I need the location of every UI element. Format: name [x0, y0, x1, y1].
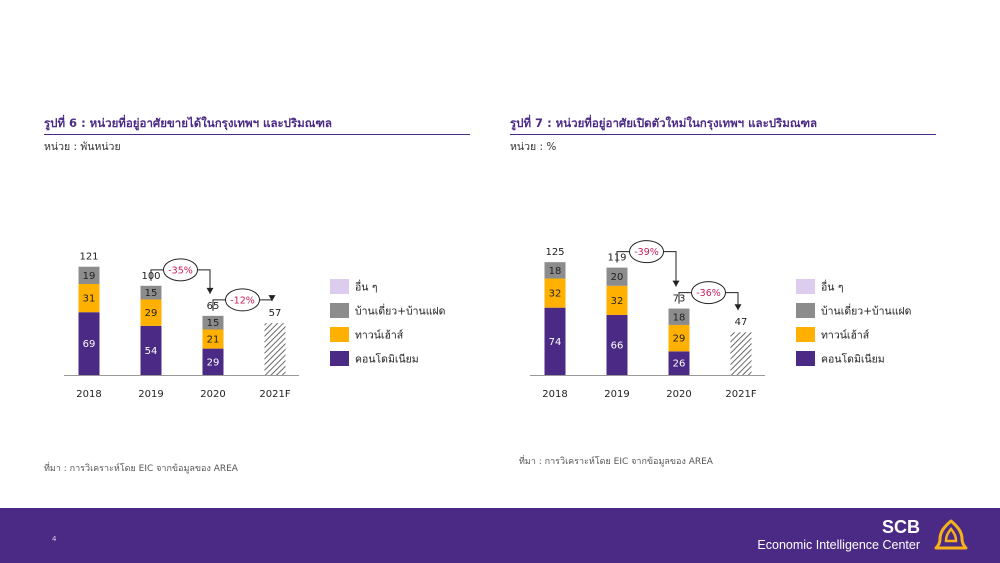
total-label: 121 — [79, 252, 98, 263]
bar-segment — [202, 329, 224, 349]
data-label: 18 — [549, 266, 562, 277]
brand-center: Economic Intelligence Center — [757, 538, 920, 552]
change-label: -39% — [634, 247, 659, 258]
legend-swatch — [330, 279, 349, 294]
bar-segment — [544, 307, 566, 375]
page-number: 4 — [52, 535, 57, 543]
bar-segment — [140, 325, 162, 375]
data-label: 29 — [207, 357, 220, 368]
legend-swatch — [330, 303, 349, 318]
change-badge — [629, 240, 664, 264]
data-label: 66 — [611, 340, 624, 351]
forecast-bar — [264, 323, 286, 375]
legend-label: ทาวน์เฮ้าส์ — [355, 329, 404, 342]
legend-swatch — [796, 327, 815, 342]
data-label: 15 — [207, 318, 220, 329]
chart-unit: หน่วย : พันหน่วย — [44, 141, 121, 153]
bar-segment — [140, 299, 162, 326]
legend-swatch — [330, 327, 349, 342]
bar-segment — [668, 351, 690, 375]
data-label: 15 — [145, 288, 158, 299]
chart-panel-1: รูปที่ 6 : หน่วยที่อยู่อาศัยขายได้ในกรุง… — [44, 115, 474, 475]
x-tick-label: 2018 — [76, 389, 101, 400]
legend-label: อื่น ๆ — [355, 280, 377, 294]
data-label: 29 — [145, 308, 158, 319]
legend-swatch — [330, 351, 349, 366]
source-note: ที่มา : การวิเคราะห์โดย EIC จากข้อมูลของ… — [44, 464, 238, 474]
change-badge — [225, 288, 260, 312]
bar-segment — [544, 262, 566, 279]
arrow-head — [206, 287, 214, 294]
data-label: 54 — [145, 346, 158, 357]
x-tick-label: 2019 — [138, 389, 163, 400]
legend-swatch — [796, 351, 815, 366]
bar-segment — [78, 266, 100, 284]
footer-bar: 4 SCB Economic Intelligence Center — [0, 508, 1000, 563]
bar-segment — [78, 312, 100, 375]
data-label: 32 — [611, 296, 624, 307]
bar-segment — [544, 278, 566, 308]
legend-label: อื่น ๆ — [821, 280, 843, 294]
x-tick-label: 2020 — [200, 389, 225, 400]
data-label: 20 — [611, 272, 624, 283]
brand-block: SCB Economic Intelligence Center — [757, 517, 920, 553]
total-label: 125 — [545, 247, 564, 258]
x-tick-label: 2020 — [666, 389, 691, 400]
chart-title: รูปที่ 6 : หน่วยที่อยู่อาศัยขายได้ในกรุง… — [44, 115, 470, 135]
brand-name: SCB — [881, 517, 920, 537]
x-tick-label: 2021F — [725, 389, 756, 400]
data-label: 32 — [549, 289, 562, 300]
data-label: 26 — [673, 359, 686, 370]
bar-segment — [668, 308, 690, 325]
data-label: 69 — [83, 339, 96, 350]
arrow-head — [268, 295, 276, 302]
change-label: -36% — [696, 288, 721, 299]
data-label: 29 — [673, 334, 686, 345]
bar-segment — [606, 314, 628, 375]
legend-label: คอนโดมิเนียม — [821, 353, 885, 366]
data-label: 74 — [549, 337, 562, 348]
arrow-head — [734, 304, 742, 311]
bar-segment — [202, 315, 224, 330]
legend-label: คอนโดมิเนียม — [355, 353, 419, 366]
forecast-bar — [730, 332, 752, 375]
legend-label: บ้านเดี่ยว+บ้านแฝด — [821, 304, 911, 318]
change-badge — [691, 281, 726, 305]
scb-logo-icon — [934, 519, 968, 550]
chart-title: รูปที่ 7 : หน่วยที่อยู่อาศัยเปิดตัวใหม่ใ… — [510, 115, 936, 135]
source-note: ที่มา : การวิเคราะห์โดย EIC จากข้อมูลของ… — [519, 457, 713, 467]
bar-segment — [606, 267, 628, 286]
x-tick-label: 2018 — [542, 389, 567, 400]
x-tick-label: 2019 — [604, 389, 629, 400]
total-label: 47 — [735, 317, 748, 328]
legend-label: บ้านเดี่ยว+บ้านแฝด — [355, 304, 445, 318]
stacked-bar-chart: 6931191212018542915100201929211565202057… — [64, 252, 445, 400]
data-label: 19 — [83, 271, 96, 282]
stacked-bar-chart: 7432181252018663220119201926291873202047… — [530, 240, 911, 400]
data-label: 31 — [83, 294, 96, 305]
change-badge — [163, 258, 198, 282]
legend-swatch — [796, 279, 815, 294]
total-label: 57 — [269, 308, 282, 319]
change-label: -12% — [230, 295, 255, 306]
bar-segment — [140, 285, 162, 300]
x-tick-label: 2021F — [259, 389, 290, 400]
bar-segment — [202, 348, 224, 375]
bar-segment — [668, 324, 690, 352]
chart-panel-2: รูปที่ 7 : หน่วยที่อยู่อาศัยเปิดตัวใหม่ใ… — [510, 115, 940, 475]
bar-segment — [78, 284, 100, 313]
legend-label: ทาวน์เฮ้าส์ — [821, 329, 870, 342]
arrow-head — [672, 280, 680, 287]
chart-unit: หน่วย : % — [510, 141, 557, 153]
bar-segment — [606, 285, 628, 315]
data-label: 18 — [673, 312, 686, 323]
data-label: 21 — [207, 335, 220, 346]
change-label: -35% — [168, 265, 193, 276]
legend-swatch — [796, 303, 815, 318]
